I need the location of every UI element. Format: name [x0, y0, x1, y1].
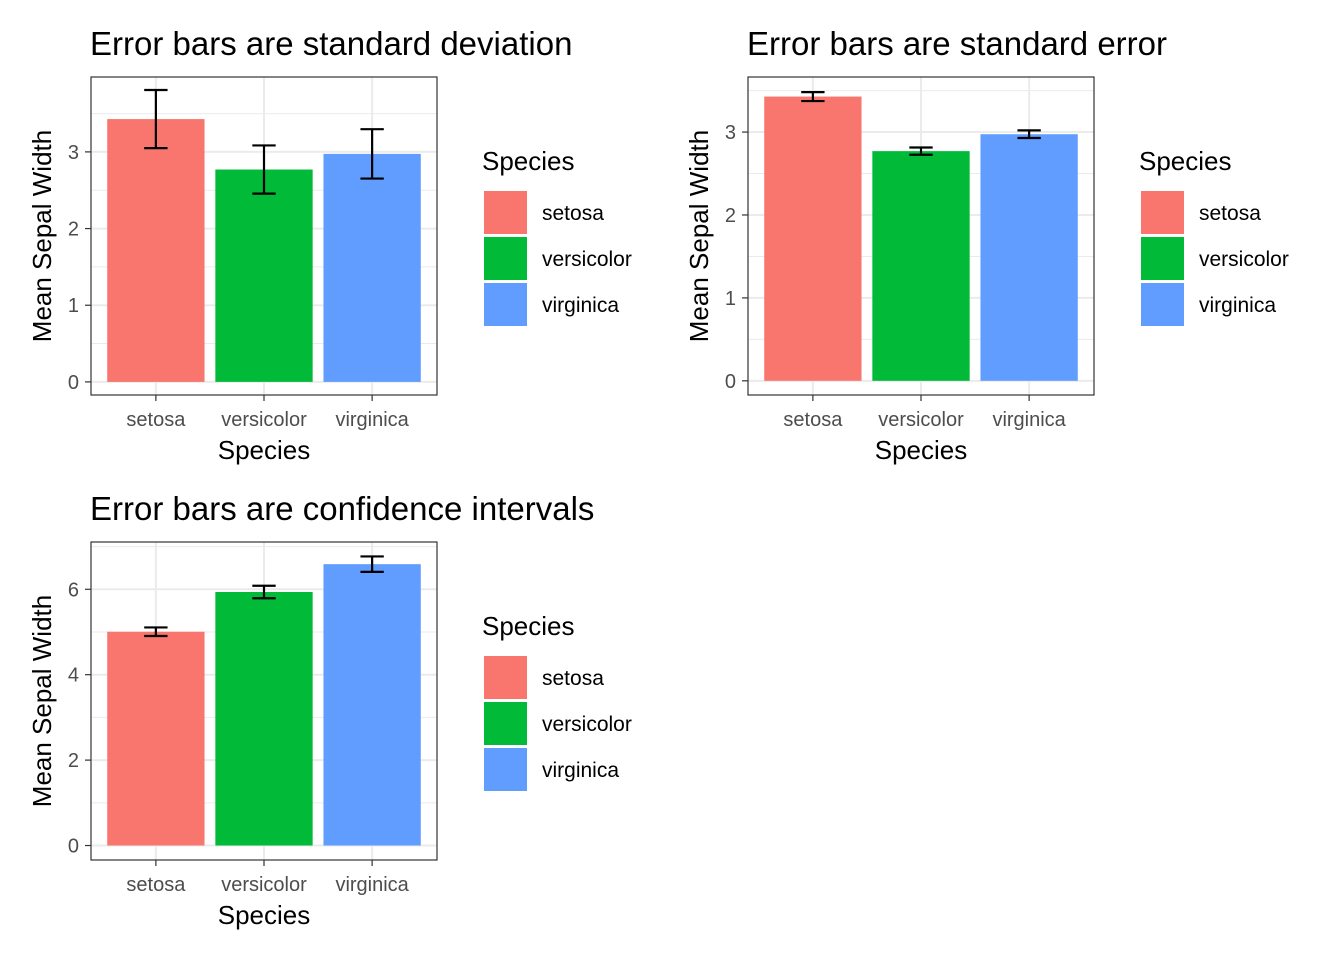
- chart-title: Error bars are standard deviation: [90, 25, 572, 62]
- x-axis-title: Species: [875, 435, 968, 465]
- bar-versicolor: [215, 169, 313, 382]
- errorbar-versicolor: [252, 144, 276, 195]
- y-tick-label: 3: [68, 142, 79, 164]
- bar-versicolor: [872, 151, 970, 381]
- errorbar-setosa: [144, 88, 168, 150]
- legend: Species setosa versicolor virginica: [1139, 146, 1289, 326]
- x-tick-label-versicolor: versicolor: [221, 409, 307, 431]
- x-axis-title: Species: [218, 435, 311, 465]
- legend-key-setosa: [484, 656, 527, 699]
- y-axis-title: Mean Sepal Width: [27, 130, 57, 342]
- legend-label-versicolor: versicolor: [1199, 248, 1289, 271]
- errorbar-virginica: [1017, 129, 1041, 140]
- y-tick-label: 2: [725, 205, 736, 227]
- chart-panel-1: Error bars are standard deviation 0 1 2 3 set…: [27, 25, 632, 465]
- x-tick-label-versicolor: versicolor: [221, 874, 307, 896]
- legend-key-versicolor: [484, 237, 527, 280]
- legend-key-virginica: [484, 283, 527, 326]
- y-tick-label: 1: [725, 288, 736, 310]
- legend-key-setosa: [484, 191, 527, 234]
- legend-label-setosa: setosa: [542, 667, 604, 690]
- x-tick-label-virginica: virginica: [335, 874, 409, 896]
- legend-title: Species: [482, 611, 575, 641]
- legend-key-versicolor: [484, 702, 527, 745]
- bar-virginica: [323, 153, 421, 382]
- bar-setosa: [107, 631, 205, 846]
- y-tick-label: 1: [68, 295, 79, 317]
- y-axis-title: Mean Sepal Width: [27, 595, 57, 807]
- legend-label-virginica: virginica: [1199, 294, 1276, 317]
- y-tick-label: 0: [725, 371, 736, 393]
- x-tick-label-setosa: setosa: [126, 874, 186, 896]
- y-tick-label: 0: [68, 372, 79, 394]
- legend-title: Species: [482, 146, 575, 176]
- chart-panel-3: Error bars are confidence intervals 0 2 4 6 s…: [27, 490, 632, 930]
- errorbar-versicolor: [909, 146, 933, 156]
- legend-label-virginica: virginica: [542, 759, 619, 782]
- y-tick-label: 3: [725, 122, 736, 144]
- legend-key-versicolor: [1141, 237, 1184, 280]
- bar-virginica: [323, 564, 421, 846]
- bar-versicolor: [215, 592, 313, 846]
- legend: Species setosa versicolor virginica: [482, 611, 632, 791]
- x-tick-label-setosa: setosa: [783, 409, 843, 431]
- legend-label-versicolor: versicolor: [542, 713, 632, 736]
- x-tick-label-setosa: setosa: [126, 409, 186, 431]
- chart-title: Error bars are confidence intervals: [90, 490, 594, 527]
- legend-key-virginica: [484, 748, 527, 791]
- errorbar-virginica: [360, 128, 384, 180]
- legend-label-virginica: virginica: [542, 294, 619, 317]
- errorbar-setosa: [144, 626, 168, 638]
- y-tick-label: 2: [68, 750, 79, 772]
- y-axis-title: Mean Sepal Width: [684, 130, 714, 342]
- bar-setosa: [764, 96, 862, 381]
- legend-label-setosa: setosa: [542, 202, 604, 225]
- x-tick-label-virginica: virginica: [335, 409, 409, 431]
- legend-label-versicolor: versicolor: [542, 248, 632, 271]
- errorbar-versicolor: [252, 584, 276, 600]
- y-tick-label: 0: [68, 836, 79, 858]
- legend-label-setosa: setosa: [1199, 202, 1261, 225]
- legend-key-setosa: [1141, 191, 1184, 234]
- y-tick-label: 2: [68, 219, 79, 241]
- errorbar-virginica: [360, 555, 384, 573]
- legend: Species setosa versicolor virginica: [482, 146, 632, 326]
- bar-setosa: [107, 119, 205, 382]
- chart-panel-2: Error bars are standard error 0 1 2 3 setosa v…: [684, 25, 1289, 465]
- x-axis-title: Species: [218, 900, 311, 930]
- errorbar-setosa: [801, 90, 825, 103]
- legend-key-virginica: [1141, 283, 1184, 326]
- y-tick-label: 4: [68, 665, 79, 687]
- y-tick-label: 6: [68, 579, 79, 601]
- bar-virginica: [980, 134, 1078, 381]
- legend-title: Species: [1139, 146, 1232, 176]
- chart-title: Error bars are standard error: [747, 25, 1167, 62]
- x-tick-label-versicolor: versicolor: [878, 409, 964, 431]
- x-tick-label-virginica: virginica: [992, 409, 1066, 431]
